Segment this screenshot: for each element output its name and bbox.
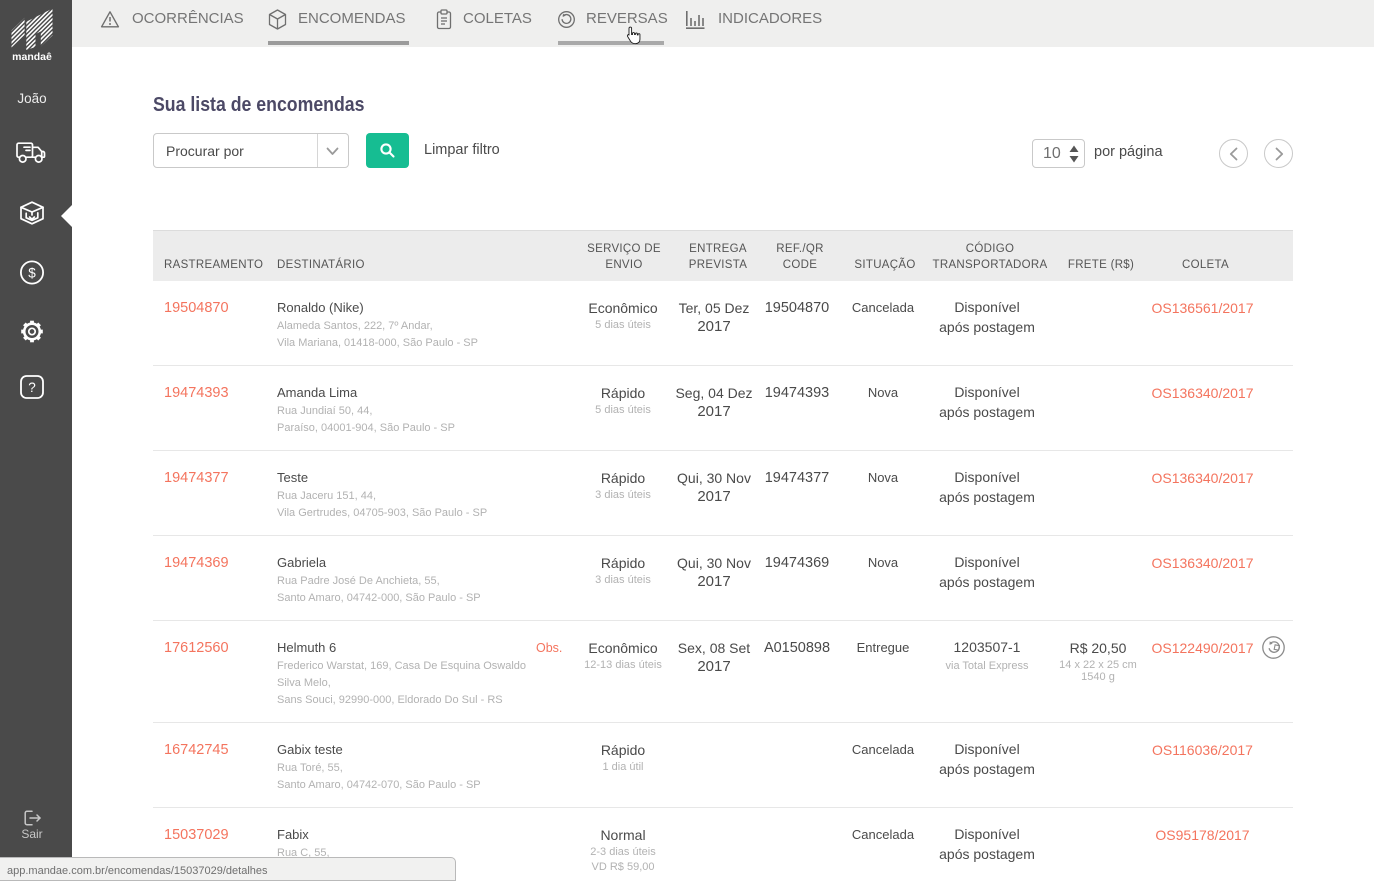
- svg-text:$: $: [28, 266, 36, 281]
- svg-text:mandaê: mandaê: [12, 51, 52, 62]
- svg-text:?: ?: [28, 380, 36, 395]
